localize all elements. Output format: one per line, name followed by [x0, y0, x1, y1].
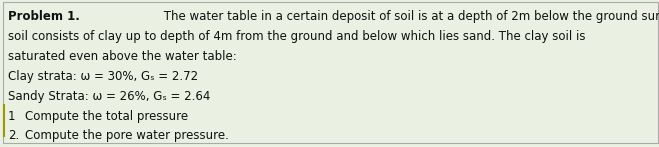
Text: soil consists of clay up to depth of 4m from the ground and below which lies san: soil consists of clay up to depth of 4m …: [8, 30, 585, 43]
Text: Problem 1.: Problem 1.: [8, 10, 80, 23]
Text: 2.: 2.: [8, 129, 19, 142]
Text: Sandy Strata: ω = 26%, Gₛ = 2.64: Sandy Strata: ω = 26%, Gₛ = 2.64: [8, 90, 210, 103]
Text: The water table in a certain deposit of soil is at a depth of 2m below the groun: The water table in a certain deposit of …: [160, 10, 659, 23]
Text: Compute the pore water pressure.: Compute the pore water pressure.: [25, 129, 229, 142]
FancyBboxPatch shape: [3, 2, 658, 143]
Text: Clay strata: ω = 30%, Gₛ = 2.72: Clay strata: ω = 30%, Gₛ = 2.72: [8, 70, 198, 83]
Text: 1: 1: [8, 110, 15, 122]
Text: Compute the total pressure: Compute the total pressure: [25, 110, 188, 122]
Text: saturated even above the water table:: saturated even above the water table:: [8, 50, 237, 63]
